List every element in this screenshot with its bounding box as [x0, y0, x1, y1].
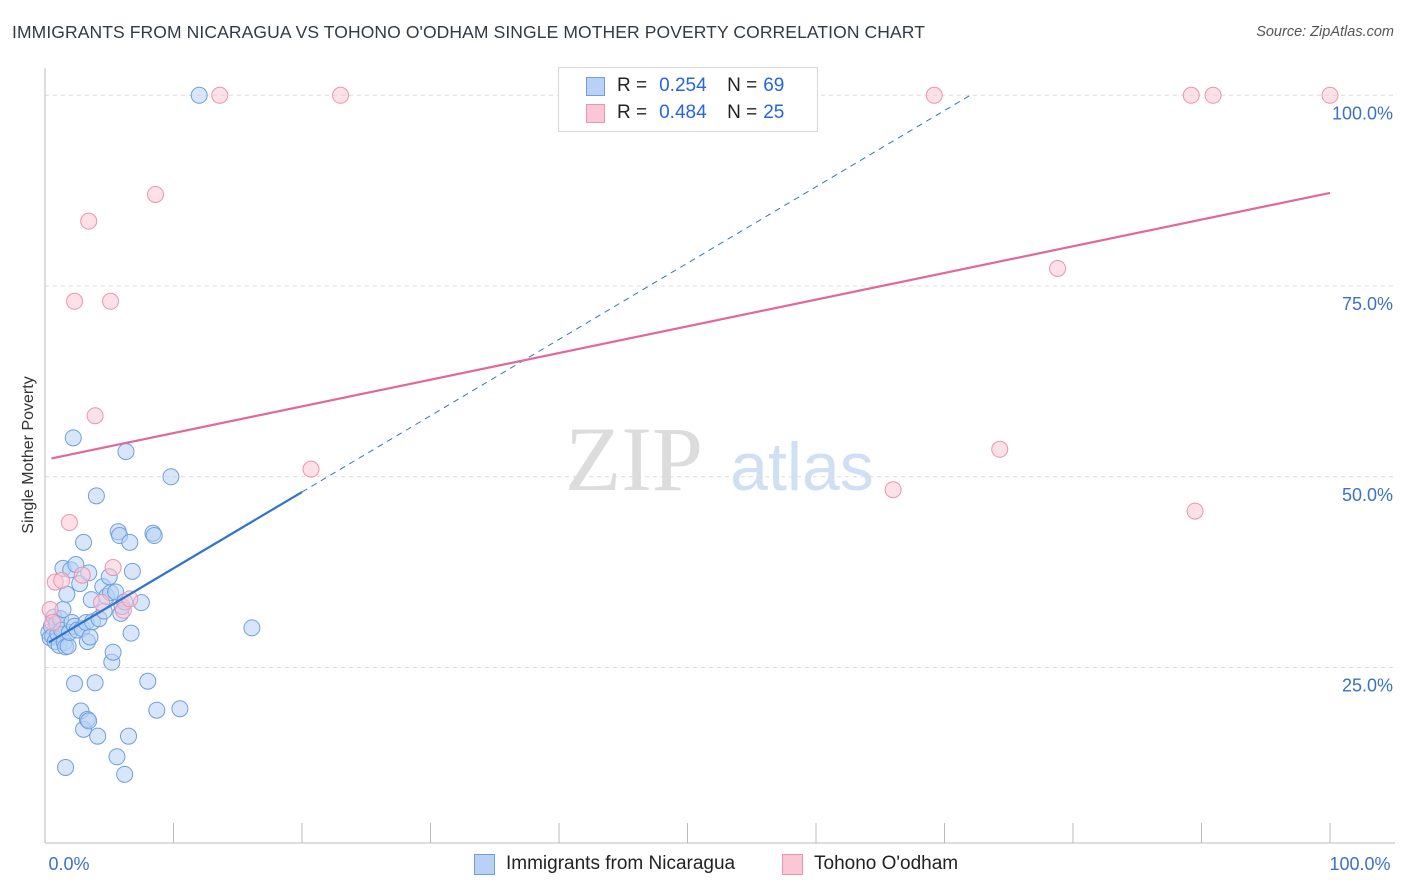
- tohono-point: [991, 440, 1009, 458]
- tohono-point: [302, 460, 320, 478]
- tohono-point: [1049, 259, 1067, 277]
- legend-r-label: R =: [617, 75, 648, 96]
- legend-n-label: N =: [727, 102, 758, 123]
- source-label: Source: ZipAtlas.com: [1256, 24, 1394, 40]
- trend-layer: [48, 94, 1331, 644]
- legend-row-nicaragua: R = 0.254 N = 69: [586, 74, 784, 98]
- stats-legend: R = 0.254 N = 69 R = 0.484 N = 25: [558, 67, 818, 132]
- nicaragua-point: [57, 758, 75, 776]
- tohono-point: [86, 407, 104, 425]
- nicaragua-point: [81, 628, 99, 646]
- tohono-point: [1204, 86, 1222, 104]
- series-label-nicaragua: Immigrants from Nicaragua: [506, 853, 736, 874]
- nicaragua-point: [66, 675, 84, 693]
- nicaragua-point: [122, 624, 140, 642]
- x-tick-label: 0.0%: [48, 854, 89, 874]
- nicaragua-point: [171, 700, 189, 718]
- nicaragua-point: [86, 674, 104, 692]
- nicaragua-point: [64, 429, 82, 447]
- legend-n-label: N =: [727, 75, 758, 96]
- nicaragua-point: [120, 727, 138, 745]
- legend-r-value: 0.254: [659, 75, 707, 96]
- tohono-point: [1321, 86, 1339, 104]
- tohono-point: [80, 212, 98, 230]
- nicaragua-point: [243, 619, 261, 637]
- nicaragua-point: [117, 443, 135, 461]
- tohono-point: [925, 86, 943, 104]
- nicaragua-point: [162, 468, 180, 486]
- tohono-point: [1186, 502, 1204, 520]
- tohono-point: [66, 292, 84, 310]
- tohono-point: [53, 572, 71, 590]
- nicaragua-point: [75, 533, 93, 551]
- nicaragua-trend-extension: [301, 94, 971, 493]
- nicaragua-point: [116, 765, 134, 783]
- grid-layer: [45, 94, 1395, 669]
- x-tick-label: 100.0%: [1329, 854, 1390, 874]
- series-legend-nicaragua: Immigrants from Nicaragua: [474, 852, 735, 876]
- tohono-point: [104, 559, 122, 577]
- y-tick-label: 50.0%: [1342, 485, 1393, 505]
- nicaragua-point: [148, 701, 166, 719]
- nicaragua-point: [104, 643, 122, 661]
- tohono-point: [60, 514, 78, 532]
- tick-label-layer: 25.0% 50.0% 75.0% 100.0% 0.0% 100.0%: [48, 103, 1393, 874]
- legend-n-value: 69: [763, 75, 785, 96]
- tohono-point: [102, 292, 120, 310]
- tohono-point: [73, 566, 91, 584]
- legend-row-tohono: R = 0.484 N = 25: [586, 101, 784, 125]
- nicaragua-point: [87, 487, 105, 505]
- watermark-atlas: atlas: [730, 429, 874, 505]
- points-layer: [40, 86, 1339, 783]
- tohono-point: [211, 86, 229, 104]
- nicaragua-point: [80, 712, 98, 730]
- tohono-point: [147, 185, 165, 203]
- tohono-point: [884, 481, 902, 499]
- legend-n-value: 25: [763, 102, 785, 123]
- chart-title: IMMIGRANTS FROM NICARAGUA VS TOHONO O'OD…: [12, 22, 926, 42]
- y-tick-label: 25.0%: [1342, 676, 1393, 696]
- legend-swatch-blue: [586, 76, 605, 96]
- nicaragua-point: [145, 527, 163, 545]
- nicaragua-point: [190, 86, 208, 104]
- series-label-tohono: Tohono O'odham: [814, 853, 959, 874]
- legend-swatch-pink: [586, 103, 605, 123]
- y-tick-label: 100.0%: [1332, 103, 1393, 123]
- nicaragua-point: [108, 748, 126, 766]
- tohono-trend-line: [51, 191, 1331, 460]
- nicaragua-point: [89, 727, 107, 745]
- y-tick-label: 75.0%: [1342, 294, 1393, 314]
- legend-r-value: 0.484: [659, 102, 707, 123]
- legend-r-label: R =: [617, 102, 648, 123]
- series-legend-tohono: Tohono O'odham: [782, 852, 958, 876]
- series-swatch-blue: [474, 853, 495, 875]
- axis-layer: [44, 68, 1395, 844]
- watermark-zip: ZIP: [565, 408, 703, 510]
- tohono-point: [1182, 86, 1200, 104]
- tohono-point: [44, 613, 62, 631]
- tohono-point: [332, 86, 350, 104]
- series-swatch-pink: [782, 853, 803, 875]
- nicaragua-point: [121, 533, 139, 551]
- nicaragua-point: [123, 562, 141, 580]
- nicaragua-point: [139, 672, 157, 690]
- nicaragua-trend-line: [48, 491, 303, 644]
